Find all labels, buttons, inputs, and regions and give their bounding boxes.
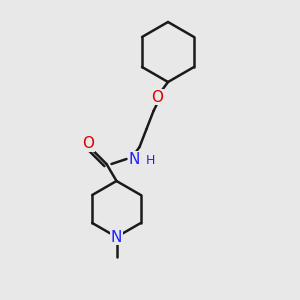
Text: O: O	[82, 136, 94, 152]
Text: N: N	[129, 152, 140, 166]
Text: H: H	[146, 154, 155, 166]
Text: O: O	[151, 89, 163, 104]
Text: N: N	[111, 230, 122, 244]
